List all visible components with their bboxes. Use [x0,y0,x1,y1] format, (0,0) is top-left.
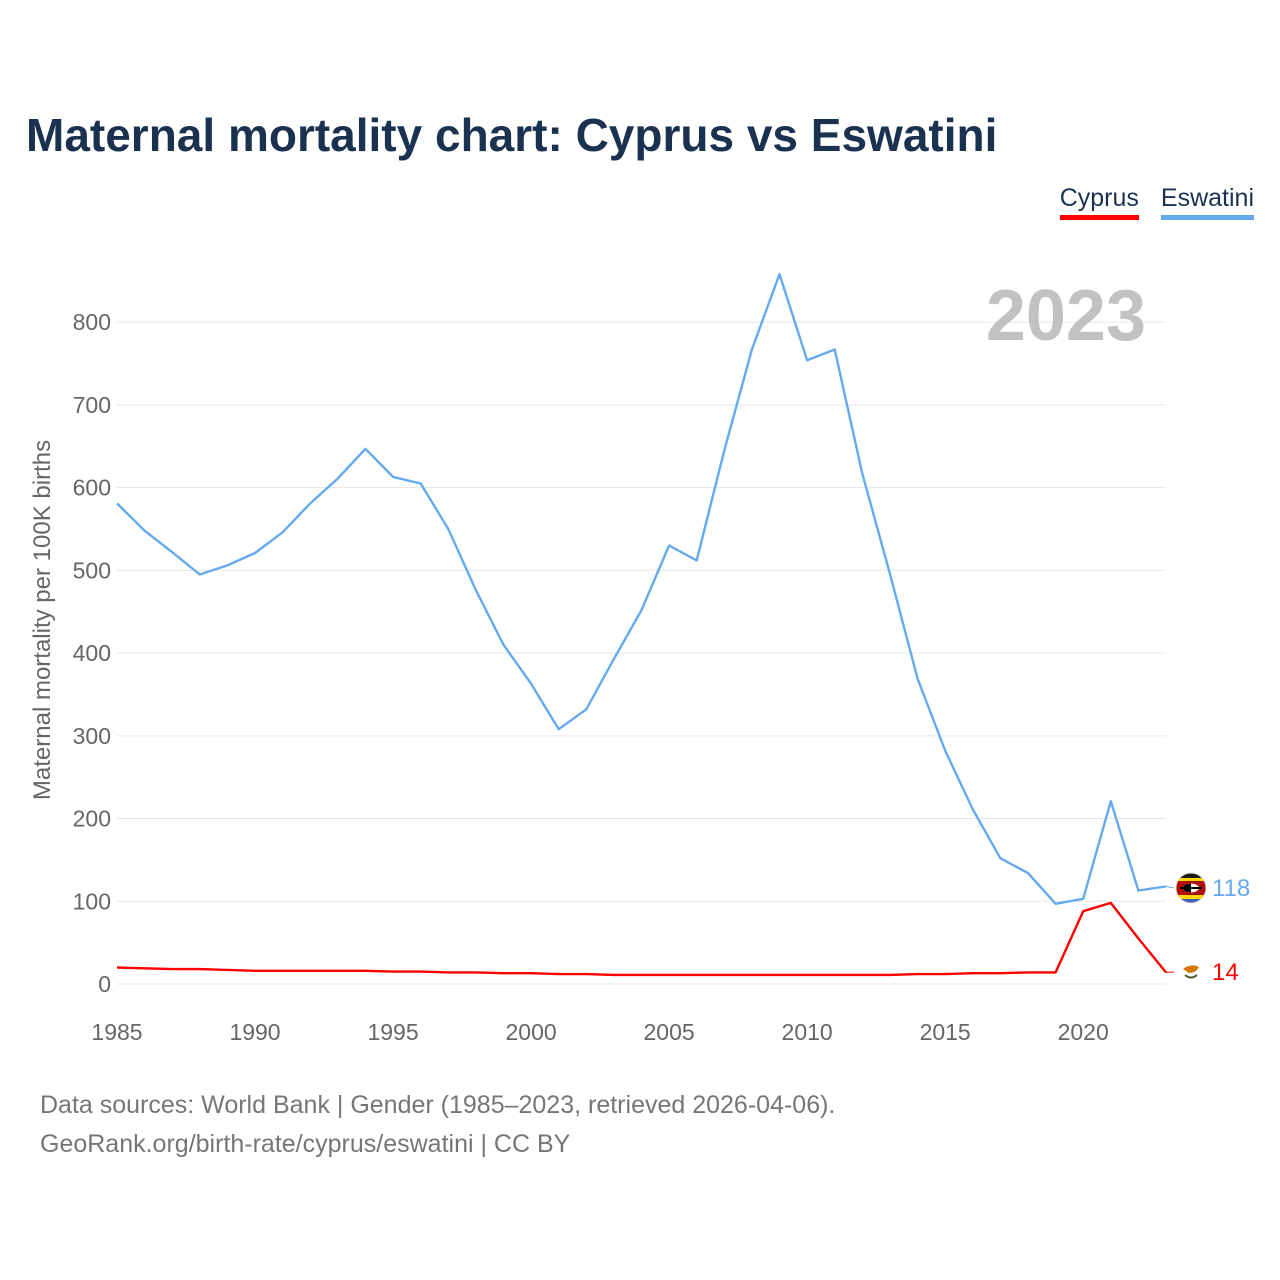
x-tick-label: 1990 [229,1019,280,1045]
series-lines [116,273,1167,977]
y-tick-label: 600 [73,475,111,501]
series-line-cyprus [116,901,1167,977]
y-tick-label: 500 [73,557,111,583]
line-chart: 0 100 200 300 400 500 600 700 800 1985 1990 1995 20… [29,273,1250,1045]
sources-line-1: Data sources: World Bank | Gender (1985–… [40,1091,836,1119]
x-tick-label: 2005 [644,1019,695,1045]
x-tick-label: 2015 [920,1019,971,1045]
y-tick-label: 100 [73,888,111,914]
x-tick-label: 2000 [505,1019,556,1045]
legend-item-cyprus[interactable]: Cyprus [1059,184,1139,220]
cyprus-flag-icon [1178,959,1204,985]
end-label-cyprus: 14 [1212,959,1239,986]
y-tick-label: 200 [73,806,111,832]
sources-line-2[interactable]: GeoRank.org/birth-rate/cyprus/eswatini |… [40,1130,571,1158]
y-tick-label: 0 [98,971,111,997]
x-tick-label: 1995 [367,1019,418,1045]
eswatini-flag-icon [1175,872,1207,904]
x-tick-label: 1985 [91,1019,142,1045]
y-axis-ticks: 0 100 200 300 400 500 600 700 800 [73,309,111,997]
leader-line-eswatini [1165,885,1175,889]
y-tick-label: 800 [73,309,111,335]
legend: Cyprus Eswatini [1059,184,1254,220]
data-sources: Data sources: World Bank | Gender (1985–… [40,1086,835,1164]
year-label: 2023 [986,276,1146,356]
series-line-eswatini [116,273,1167,905]
legend-item-eswatini[interactable]: Eswatini [1160,184,1254,220]
y-tick-label: 400 [73,640,111,666]
end-label-eswatini: 118 [1212,875,1250,902]
y-axis-label: Maternal mortality per 100K births [29,440,56,800]
y-tick-label: 300 [73,723,111,749]
y-tick-label: 700 [73,392,111,418]
x-tick-label: 2010 [782,1019,833,1045]
chart-title: Maternal mortality chart: Cyprus vs Eswa… [26,109,998,161]
x-tick-label: 2020 [1058,1019,1109,1045]
gridlines [117,321,1166,985]
series-end-labels: 118 14 [1165,875,1250,986]
x-axis-ticks: 1985 1990 1995 2000 2005 2010 2015 2020 [91,1019,1108,1045]
